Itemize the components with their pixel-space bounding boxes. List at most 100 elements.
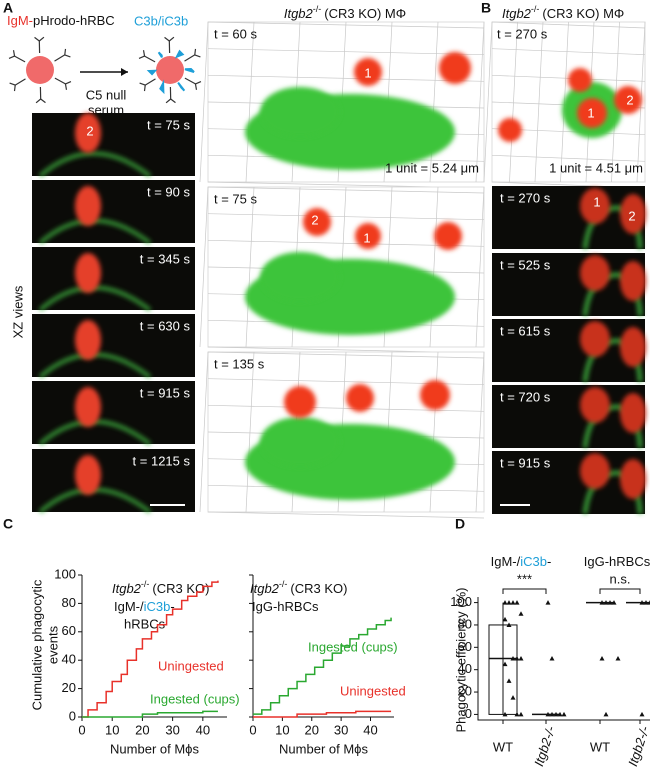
cell-number: 2 <box>311 212 318 227</box>
antibody-icon <box>164 36 170 42</box>
axis <box>477 597 650 721</box>
micrograph <box>32 247 195 310</box>
group-label: IgG-hRBCs <box>584 554 650 569</box>
x-tick-label: WT <box>493 739 513 754</box>
membrane <box>582 205 643 250</box>
antibody-icon <box>54 54 66 62</box>
rbc <box>620 393 646 433</box>
x-axis-label: Number of Mϕs <box>279 741 368 756</box>
render-grid <box>475 186 485 348</box>
data-point <box>603 711 609 717</box>
subtitle-part: iC3b <box>144 599 171 614</box>
antibody-icon <box>12 50 16 57</box>
series-label: Ingested (cups) <box>308 639 398 654</box>
data-point <box>639 600 645 605</box>
micrograph <box>492 253 645 316</box>
title-part: -/- <box>141 579 150 589</box>
rbc <box>439 52 471 84</box>
micrograph <box>492 186 645 249</box>
data-point <box>518 656 524 661</box>
membrane <box>38 151 152 178</box>
rbc <box>620 261 646 301</box>
data-point <box>510 656 516 661</box>
render-grid <box>534 21 544 183</box>
render-grid <box>509 21 518 183</box>
data-point <box>510 695 516 700</box>
micrograph <box>32 314 195 377</box>
data-point <box>599 600 605 605</box>
title-part: -/- <box>279 579 288 589</box>
data-point <box>502 711 508 717</box>
panel-label: C <box>3 516 13 532</box>
rbc <box>354 58 382 86</box>
render-grid <box>491 48 646 56</box>
x-tick-label: 0 <box>249 722 256 737</box>
x-tick-label: 30 <box>334 722 348 737</box>
render-grid <box>207 511 485 519</box>
schematic-label: IgM-pHrodo-hRBC <box>7 13 115 28</box>
antibody-icon <box>139 82 146 86</box>
data-point <box>545 711 551 717</box>
time-label: t = 60 s <box>214 26 257 41</box>
antibody-icon <box>144 55 156 63</box>
time-label: t = 270 s <box>497 26 548 41</box>
group-part: IgM-/ <box>491 554 521 569</box>
rbc <box>580 453 610 489</box>
y-tick-label: 60 <box>458 639 472 654</box>
data-point <box>506 678 512 683</box>
header: Itgb2-/- (CR3 KO) MΦ <box>284 4 406 21</box>
rbc <box>568 68 592 92</box>
antibody-icon <box>195 81 202 85</box>
antibody-icon <box>38 36 45 42</box>
micrograph <box>492 385 645 448</box>
box <box>488 624 518 715</box>
antibody-icon <box>40 98 46 104</box>
time-label: t = 615 s <box>500 323 551 338</box>
cell-number: 1 <box>364 65 371 80</box>
antibody-icon <box>194 48 197 55</box>
y-tick-label: 80 <box>458 616 472 631</box>
x-tick-label: 40 <box>363 722 377 737</box>
cell-number: 2 <box>628 208 635 223</box>
time-label: t = 75 s <box>214 191 257 206</box>
x-tick-label: 0 <box>78 722 85 737</box>
data-point <box>518 711 524 717</box>
micrograph <box>492 451 645 514</box>
render-grid <box>199 186 209 348</box>
significance: n.s. <box>610 571 631 586</box>
membrane <box>582 470 643 515</box>
x-tick-label: 10 <box>275 722 289 737</box>
data-point <box>603 600 609 605</box>
rbc <box>498 118 522 142</box>
y-tick-label: 80 <box>62 595 76 610</box>
x-tick-label: Itgb2-/- <box>531 724 558 768</box>
antibody-icon <box>65 81 72 85</box>
chart-title: Itgb2-/- (CR3 KO) <box>112 579 209 596</box>
y-tick-label: 0 <box>69 708 76 723</box>
antibody-icon <box>9 82 16 86</box>
significance: *** <box>517 571 532 586</box>
schematic-label: C3b/iC3b <box>134 13 188 28</box>
antibody-icon <box>138 55 145 59</box>
data-point <box>647 600 650 605</box>
series-line <box>82 580 219 718</box>
render-grid <box>245 351 255 513</box>
antibody-icon <box>168 36 175 42</box>
title-part: Itgb2 <box>250 581 280 596</box>
x-tick-label: 10 <box>105 722 119 737</box>
time-label: t = 720 s <box>500 389 551 404</box>
x-tick-label: 40 <box>196 722 210 737</box>
data-point <box>607 600 613 605</box>
macrophage <box>260 252 340 302</box>
rbc-icon <box>26 56 54 84</box>
data-point <box>514 656 520 661</box>
data-point <box>514 600 520 605</box>
cell-number: 2 <box>626 92 633 107</box>
data-point <box>502 616 508 622</box>
panel-label: B <box>481 0 491 16</box>
antibody-icon <box>35 98 42 104</box>
antibody-icon <box>143 85 146 92</box>
antibody-icon <box>54 77 66 85</box>
render-grid <box>207 404 485 412</box>
micrograph <box>32 381 195 444</box>
